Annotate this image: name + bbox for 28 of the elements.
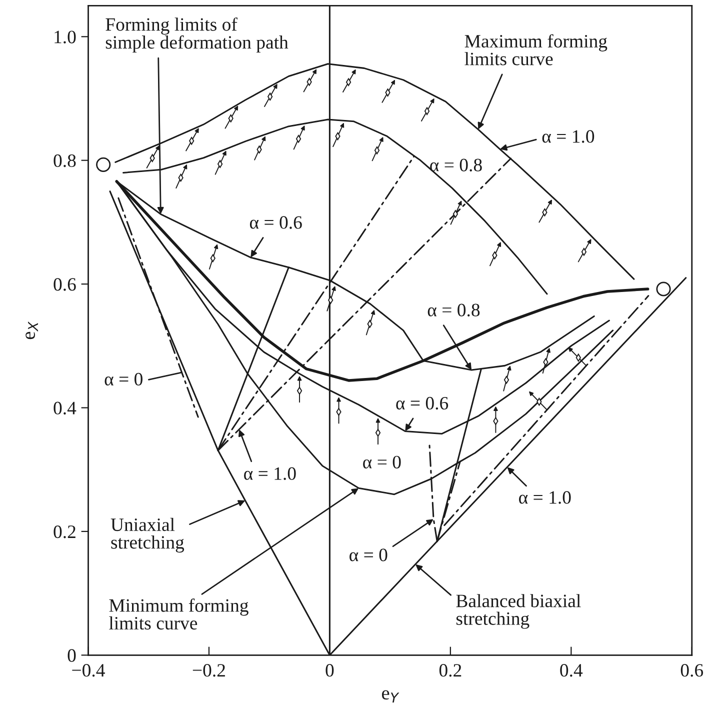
x-tick-label: 0.4 — [560, 664, 583, 677]
y-tick-label: 0.8 — [54, 154, 76, 168]
x-tick-label: 0 — [326, 664, 334, 677]
x-tick-label: 0.2 — [439, 664, 462, 677]
x-tick-label: 0.6 — [680, 664, 704, 677]
annotation: α = 0.8 — [428, 304, 480, 316]
annotation: α = 1.0 — [542, 130, 594, 143]
annotation: Maximum forming limits curve — [464, 34, 608, 66]
annotation: α = 0.6 — [396, 396, 448, 410]
y-tick-label: 0 — [68, 649, 76, 662]
annotation: Minimum forming limits curve — [109, 598, 248, 630]
annotation: α = 0 — [363, 456, 401, 468]
y-tick-label: 0.6 — [54, 278, 76, 291]
annotation: Uniaxial stretching — [110, 518, 184, 553]
y-tick-label: 0.2 — [54, 525, 76, 538]
x-tick-label: −0.2 — [192, 664, 225, 677]
annotation: Balanced biaxial stretching — [456, 594, 581, 629]
x-axis-title: e$_{Y}$ — [382, 690, 400, 703]
annotation: α = 1.0 — [518, 491, 571, 504]
y-tick-label: 0.4 — [54, 402, 76, 415]
annotation: α = 1.0 — [244, 467, 296, 480]
annotation: α = 0 — [350, 548, 388, 562]
y-tick-label: 1.0 — [54, 30, 76, 44]
y-axis-title: e$_{X}$ — [26, 321, 38, 340]
x-tick-label: −0.4 — [72, 664, 105, 677]
annotation: α = 0 — [104, 372, 142, 386]
annotation: α = 0.6 — [250, 216, 302, 229]
annotation: Forming limits of simple deformation path — [106, 17, 288, 53]
